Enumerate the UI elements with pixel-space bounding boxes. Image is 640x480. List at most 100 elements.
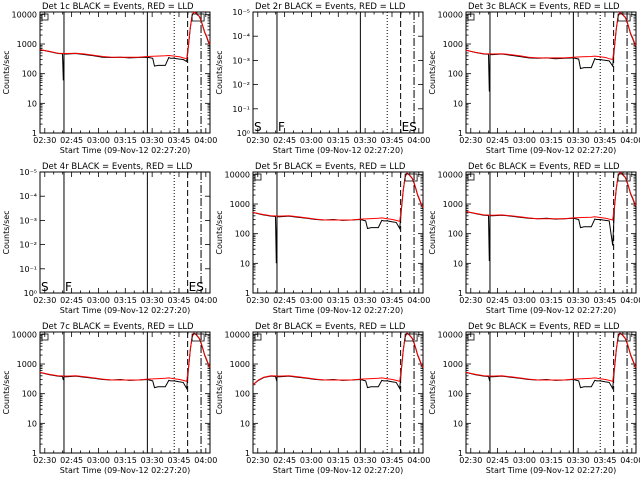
x-tick-label: 02:45 <box>60 456 83 465</box>
x-tick-label: 03:15 <box>327 456 350 465</box>
y-tick-label: 10000 <box>12 10 37 19</box>
series-events-line <box>39 11 211 81</box>
y-axis-label: Counts/sec <box>215 50 224 94</box>
x-tick-label: 04:00 <box>620 296 640 305</box>
x-axis-label: Start Time (09-Nov-12 02:27:20) <box>60 306 190 315</box>
x-tick-label: 03:00 <box>300 296 323 305</box>
start-flag-box <box>467 13 475 21</box>
y-tick-label: 10⁻³ <box>19 216 37 225</box>
flag-label: S <box>254 120 262 134</box>
x-tick-label: 03:30 <box>567 136 590 145</box>
peak-flag-box <box>617 13 631 22</box>
panel-det-9: Det 9c BLACK = Events, RED = LLD 1 10 100 10… <box>428 322 640 475</box>
x-tick-label: 03:00 <box>513 136 536 145</box>
y-tick-label: 10⁰ <box>237 129 250 138</box>
panel-det-7: Det 7c BLACK = Events, RED = LLD 1 10 100 10… <box>2 322 217 475</box>
flag-label: S <box>41 280 49 294</box>
plot-frame <box>252 171 424 294</box>
y-tick-label: 1 <box>458 129 463 138</box>
y-tick-label: 10000 <box>225 330 250 339</box>
y-axis-label: Counts/sec <box>428 50 437 94</box>
panel-title: Det 9c BLACK = Events, RED = LLD <box>468 322 620 332</box>
y-tick-label: 10 <box>453 99 463 108</box>
x-tick-label: 04:00 <box>407 456 430 465</box>
plot-frame <box>252 11 424 134</box>
x-tick-label: 04:00 <box>407 296 430 305</box>
y-tick-label: 10 <box>240 419 250 428</box>
start-flag-box <box>254 173 262 181</box>
x-tick-label: 03:15 <box>114 136 137 145</box>
start-flag-box <box>41 13 49 21</box>
y-tick-label: 10000 <box>12 330 37 339</box>
x-tick-label: 02:45 <box>60 296 83 305</box>
x-tick-label: 03:30 <box>141 456 164 465</box>
x-tick-label: 03:15 <box>114 456 137 465</box>
x-tick-label: 02:30 <box>459 456 482 465</box>
x-tick-label: 02:30 <box>33 136 56 145</box>
peak-flag-box <box>191 333 205 342</box>
x-tick-label: 04:00 <box>194 136 217 145</box>
x-tick-label: 03:00 <box>87 456 110 465</box>
panel-title: Det 8r BLACK = Events, RED = LLD <box>255 322 406 332</box>
y-tick-label: 1000 <box>17 40 37 49</box>
panel-title: Det 2r BLACK = Events, RED = LLD <box>255 2 406 12</box>
y-tick-label: 1 <box>32 129 37 138</box>
y-tick-label: 10000 <box>438 330 463 339</box>
x-tick-label: 03:45 <box>167 136 190 145</box>
x-tick-label: 04:00 <box>407 136 430 145</box>
y-tick-label: 10⁰ <box>24 289 37 298</box>
x-axis-label: Start Time (09-Nov-12 02:27:20) <box>273 146 403 155</box>
x-tick-label: 03:15 <box>327 136 350 145</box>
x-tick-label: 03:00 <box>300 456 323 465</box>
start-flag-box <box>467 333 475 341</box>
x-tick-label: 03:30 <box>567 296 590 305</box>
x-tick-label: 03:30 <box>141 136 164 145</box>
x-tick-label: 03:15 <box>540 296 563 305</box>
y-axis-label: Counts/sec <box>215 370 224 414</box>
x-tick-label: 03:45 <box>167 296 190 305</box>
x-tick-label: 03:45 <box>380 136 403 145</box>
x-tick-label: 02:30 <box>459 296 482 305</box>
x-tick-label: 02:45 <box>273 136 296 145</box>
x-tick-label: 03:45 <box>167 456 190 465</box>
y-axis-label: Counts/sec <box>428 370 437 414</box>
y-tick-label: 100 <box>22 390 37 399</box>
y-tick-label: 100 <box>235 390 250 399</box>
y-tick-label: 10 <box>27 419 37 428</box>
x-tick-label: 03:30 <box>354 296 377 305</box>
y-tick-label: 1 <box>458 449 463 458</box>
series-events-line <box>465 171 637 262</box>
x-tick-label: 02:45 <box>486 456 509 465</box>
x-tick-label: 03:00 <box>87 136 110 145</box>
y-axis-label: Counts/sec <box>215 210 224 254</box>
y-tick-label: 1000 <box>230 360 250 369</box>
panel-det-6: Det 6c BLACK = Events, RED = LLD 1 10 100 10… <box>428 162 640 315</box>
x-tick-label: 02:45 <box>273 456 296 465</box>
x-tick-label: 03:00 <box>513 296 536 305</box>
panel-title: Det 5r BLACK = Events, RED = LLD <box>255 162 406 172</box>
x-tick-label: 03:45 <box>380 456 403 465</box>
flag-label: ES <box>189 280 204 294</box>
y-tick-label: 1000 <box>17 360 37 369</box>
y-tick-label: 10⁻⁴ <box>19 192 37 201</box>
panel-title: Det 7c BLACK = Events, RED = LLD <box>42 322 194 332</box>
flag-label: ES <box>402 120 417 134</box>
x-tick-label: 02:30 <box>33 296 56 305</box>
x-tick-label: 04:00 <box>194 296 217 305</box>
x-tick-label: 03:45 <box>380 296 403 305</box>
y-tick-label: 10000 <box>225 170 250 179</box>
x-tick-label: 02:30 <box>246 136 269 145</box>
y-tick-label: 1 <box>458 289 463 298</box>
series-lld-line <box>465 171 637 221</box>
x-axis-label: Start Time (09-Nov-12 02:27:20) <box>486 146 616 155</box>
flag-label: F <box>278 120 285 134</box>
x-tick-label: 04:00 <box>620 456 640 465</box>
y-tick-label: 10 <box>453 259 463 268</box>
y-tick-label: 10⁻² <box>232 81 250 90</box>
series-lld-line <box>252 332 424 386</box>
y-axis-label: Counts/sec <box>2 370 11 414</box>
series-lld-line <box>252 172 424 223</box>
x-tick-label: 02:30 <box>33 456 56 465</box>
series-events-line <box>465 11 637 92</box>
